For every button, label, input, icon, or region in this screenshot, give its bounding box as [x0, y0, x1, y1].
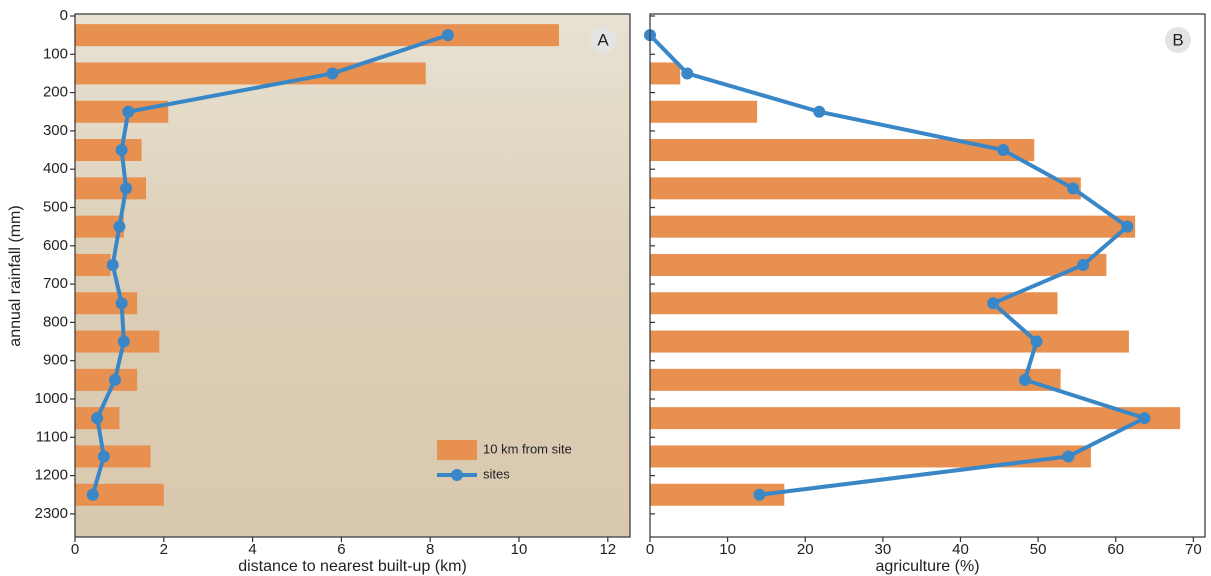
bar [75, 292, 138, 315]
marker [997, 144, 1010, 157]
marker [115, 297, 128, 310]
legend-label: 10 km from site [483, 441, 572, 456]
marker [117, 335, 130, 348]
bar [75, 100, 169, 123]
marker [326, 67, 339, 80]
bar [650, 368, 1061, 391]
y-tick-label: 600 [43, 237, 68, 254]
bar [75, 445, 151, 468]
x-tick-label: 30 [875, 541, 892, 558]
bar [75, 330, 160, 353]
photo-background [75, 14, 630, 537]
y-axis-label: annual rainfall (mm) [7, 205, 24, 346]
x-axis-label: distance to nearest built-up (km) [238, 558, 467, 575]
marker [681, 67, 694, 80]
y-tick-label: 0 [60, 7, 68, 24]
marker [813, 105, 826, 118]
y-tick-label: 400 [43, 160, 68, 177]
y-tick-label: 2300 [35, 505, 68, 522]
panel-badge [1165, 27, 1191, 53]
x-tick-label: 20 [797, 541, 814, 558]
y-tick-label: 800 [43, 313, 68, 330]
x-tick-label: 12 [599, 541, 616, 558]
x-tick-label: 2 [160, 541, 168, 558]
marker [106, 258, 119, 271]
legend-swatch [451, 469, 463, 481]
bar [650, 100, 758, 123]
x-tick-label: 10 [511, 541, 528, 558]
x-tick-label: 70 [1185, 541, 1202, 558]
marker [1062, 450, 1075, 463]
bar [75, 215, 124, 238]
marker [120, 182, 133, 195]
bar [650, 215, 1136, 238]
marker [1138, 412, 1151, 425]
bar [75, 24, 559, 47]
y-tick-label: 200 [43, 84, 68, 101]
bar [650, 483, 785, 506]
y-tick-label: 900 [43, 352, 68, 369]
x-tick-label: 10 [719, 541, 736, 558]
marker [987, 297, 1000, 310]
x-tick-label: 8 [426, 541, 434, 558]
bar [650, 330, 1129, 353]
bar [650, 407, 1181, 430]
marker [753, 488, 766, 501]
bar [75, 368, 138, 391]
bar [650, 62, 681, 85]
y-tick-label: 300 [43, 122, 68, 139]
bar [75, 483, 164, 506]
y-tick-label: 1200 [35, 467, 68, 484]
plot-frame [74, 13, 631, 538]
bar [650, 139, 1035, 162]
y-tick-label: 1100 [36, 428, 68, 445]
bar [75, 253, 111, 276]
x-tick-label: 0 [71, 541, 79, 558]
panel-badge [590, 27, 616, 53]
y-tick-label: 500 [43, 198, 68, 215]
marker [1077, 258, 1090, 271]
bar [75, 177, 147, 200]
y-tick-label: 1000 [35, 390, 68, 407]
x-tick-label: 60 [1107, 541, 1124, 558]
bar [75, 62, 426, 85]
marker [97, 450, 110, 463]
marker [1018, 373, 1031, 386]
legend-label: sites [483, 466, 510, 481]
marker [1067, 182, 1080, 195]
legend-swatch [437, 440, 477, 460]
x-tick-label: 40 [952, 541, 969, 558]
x-tick-label: 6 [337, 541, 345, 558]
marker [86, 488, 99, 501]
marker [113, 220, 126, 233]
marker [115, 144, 128, 157]
plot-frame [649, 13, 1206, 538]
marker [122, 105, 135, 118]
marker [1030, 335, 1043, 348]
x-tick-label: 0 [646, 541, 654, 558]
panel-label: A [597, 30, 609, 49]
x-tick-label: 50 [1030, 541, 1047, 558]
y-tick-label: 700 [43, 275, 68, 292]
marker [1121, 220, 1134, 233]
y-tick-label: 100 [43, 45, 68, 62]
bar [650, 292, 1058, 315]
bar [650, 177, 1081, 200]
x-tick-label: 4 [248, 541, 256, 558]
x-axis-label: agriculture (%) [875, 558, 979, 575]
marker [91, 412, 104, 425]
marker [441, 29, 454, 42]
bar [75, 139, 142, 162]
panel-label: B [1172, 30, 1183, 49]
marker [108, 373, 121, 386]
bar [650, 253, 1107, 276]
bar [650, 445, 1091, 468]
